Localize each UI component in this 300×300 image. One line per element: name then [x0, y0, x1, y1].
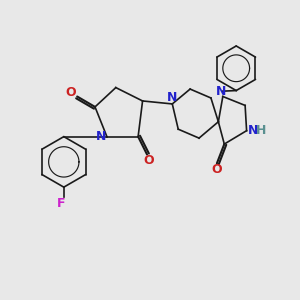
Text: O: O [65, 86, 76, 99]
Text: F: F [57, 197, 66, 210]
Text: N: N [216, 85, 226, 98]
Text: N: N [167, 91, 177, 104]
Text: N: N [248, 124, 258, 137]
Text: N: N [96, 130, 106, 143]
Text: H: H [256, 124, 267, 137]
Text: O: O [143, 154, 154, 167]
Text: O: O [212, 164, 222, 176]
